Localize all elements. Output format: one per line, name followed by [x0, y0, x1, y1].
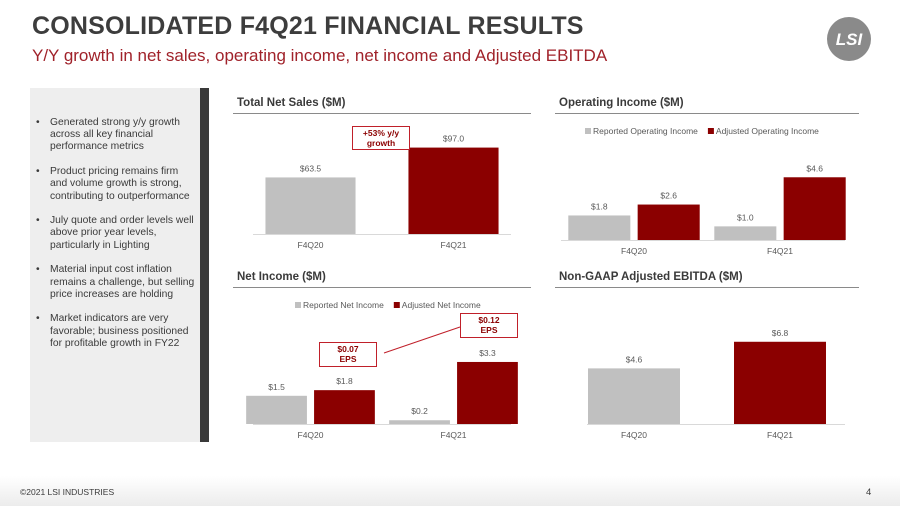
legend-swatch	[707, 128, 714, 134]
bar-value-label: $3.3	[479, 348, 496, 358]
bullet-item: Market indicators are very favorable; bu…	[36, 313, 198, 350]
bar-value-label: $6.8	[772, 328, 789, 338]
copyright: ©2021 LSI INDUSTRIES	[20, 487, 115, 497]
lsi-logo-text: LSI	[836, 30, 864, 49]
x-tick-label: F4Q20	[298, 240, 324, 250]
legend-label: Adjusted Net Income	[402, 300, 481, 310]
x-tick-label: F4Q21	[441, 240, 467, 250]
lsi-logo: LSI	[827, 17, 871, 61]
eps-f4q20-callout: $0.07 EPS	[319, 342, 377, 367]
net-sales-chart: $63.5 F4Q20 $97.0 F4Q21	[253, 134, 511, 250]
bar-value-label: $63.5	[300, 163, 322, 173]
bar-net_income-f4q20-s1	[314, 390, 375, 424]
bar-net_income-f4q21-s0	[389, 420, 450, 424]
eps-f4q21-callout: $0.12 EPS	[460, 313, 518, 338]
bar-value-label: $1.8	[591, 201, 608, 211]
bullet-item: Material input cost inflation remains a …	[36, 264, 198, 301]
footer-band	[0, 476, 900, 506]
ebitda-title-rule	[555, 287, 859, 288]
bullet-item: Generated strong y/y growth across all k…	[36, 117, 198, 154]
bar-operating_income-f4q21-s0	[714, 226, 777, 240]
net-income-chart: Reported Net Income Adjusted Net Income $1…	[246, 300, 518, 440]
bar-value-label: $1.5	[268, 382, 285, 392]
bar-operating_income-f4q21-s1	[783, 177, 846, 240]
x-tick-label: F4Q21	[767, 430, 793, 440]
bar-value-label: $2.6	[660, 191, 677, 201]
operating-income-title-rule	[555, 113, 859, 114]
bar-operating_income-f4q20-s1	[637, 204, 700, 240]
bullet-item: July quote and order levels well above p…	[36, 215, 198, 252]
legend-label: Adjusted Operating Income	[716, 126, 819, 136]
net-income-title: Net Income ($M)	[237, 271, 326, 283]
bar-value-label: $97.0	[443, 134, 465, 144]
page-number: 4	[866, 487, 872, 498]
x-tick-label: F4Q20	[621, 430, 647, 440]
legend-swatch	[295, 302, 301, 308]
bar-value-label: $1.8	[336, 376, 353, 386]
operating-income-chart: Reported Operating Income Adjusted Operat…	[561, 126, 846, 256]
growth-callout: +53% y/y growth	[352, 126, 410, 150]
bar-value-label: $0.2	[411, 406, 428, 416]
key-points-list: Generated strong y/y growth across all k…	[36, 117, 198, 363]
legend-swatch	[585, 128, 591, 134]
bar-adj_ebitda-f4q21	[734, 341, 826, 424]
legend-swatch	[393, 302, 400, 308]
bar-value-label: $1.0	[737, 212, 754, 222]
chart-legend: Reported Net Income Adjusted Net Income	[295, 300, 481, 310]
net-sales-title-rule	[233, 113, 531, 114]
bar-adj_ebitda-f4q20	[588, 368, 680, 424]
x-tick-label: F4Q20	[298, 430, 324, 440]
legend-label: Reported Operating Income	[593, 126, 698, 136]
bar-value-label: $4.6	[806, 163, 823, 173]
net-income-title-rule	[233, 287, 531, 288]
page-subtitle: Y/Y growth in net sales, operating incom…	[32, 46, 608, 65]
chart-legend: Reported Operating Income Adjusted Operat…	[585, 126, 819, 136]
x-tick-label: F4Q21	[441, 430, 467, 440]
ebitda-title: Non-GAAP Adjusted EBITDA ($M)	[559, 271, 743, 283]
bar-net_income-f4q20-s0	[246, 395, 307, 424]
bar-value-label: $4.6	[626, 354, 643, 364]
legend-label: Reported Net Income	[303, 300, 384, 310]
ebitda-chart: $4.6 F4Q20 $6.8 F4Q21	[587, 328, 845, 440]
x-tick-label: F4Q20	[621, 246, 647, 256]
bullet-item: Product pricing remains firm and volume …	[36, 166, 198, 203]
x-tick-label: F4Q21	[767, 246, 793, 256]
sidebar-accent-bar	[200, 88, 209, 442]
net-sales-title: Total Net Sales ($M)	[237, 97, 346, 109]
bar-net_sales-f4q21	[408, 147, 499, 234]
bar-net_sales-f4q20	[265, 177, 356, 234]
bar-net_income-f4q21-s1	[457, 361, 518, 424]
page-title: CONSOLIDATED F4Q21 FINANCIAL RESULTS	[32, 12, 584, 40]
operating-income-title: Operating Income ($M)	[559, 97, 684, 109]
bar-operating_income-f4q20-s0	[568, 215, 631, 240]
